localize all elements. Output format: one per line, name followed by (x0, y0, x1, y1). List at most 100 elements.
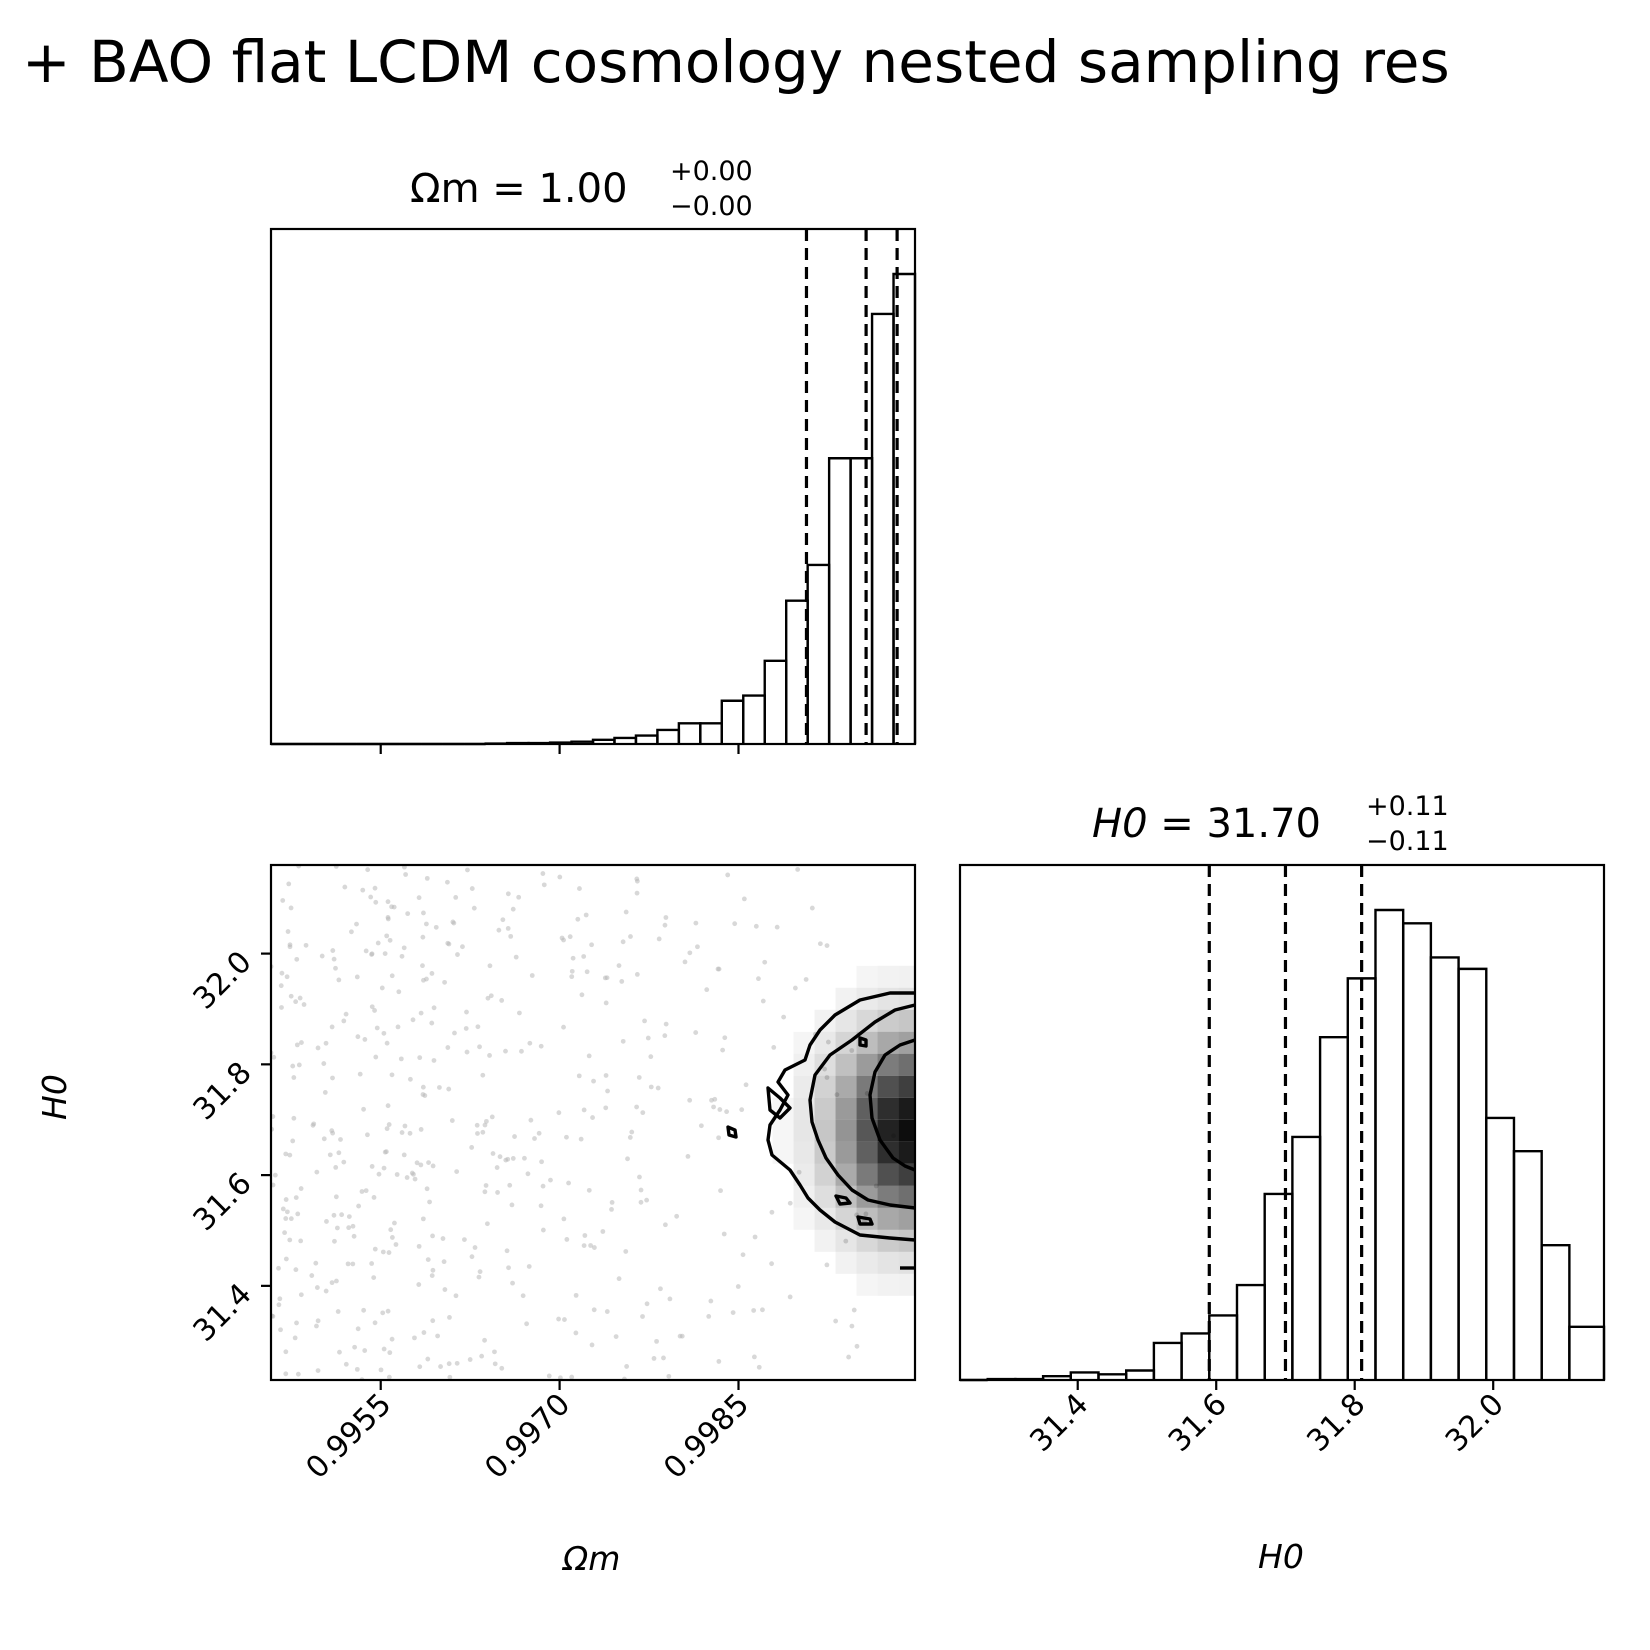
sample-point-25 (376, 1171, 382, 1177)
density-cell-91 (920, 1186, 941, 1208)
sample-point-160 (264, 969, 269, 974)
sample-point-512 (399, 953, 405, 959)
omega-m-hist-bin-18 (656, 728, 681, 744)
sample-point-84 (627, 1135, 633, 1140)
sample-point-390 (477, 1269, 483, 1275)
omega-m-title-minus: −0.00 (670, 191, 753, 222)
contour-island-left (726, 1125, 738, 1139)
sample-point-76 (475, 1131, 480, 1136)
sample-point-329 (283, 1256, 289, 1262)
sample-point-445 (620, 939, 626, 945)
density-cell-10 (793, 1185, 815, 1208)
sample-point-513 (287, 1152, 293, 1158)
omega-m-title-param: Ωm (410, 166, 480, 212)
sample-point-164 (333, 1194, 339, 1200)
sample-point-197 (751, 1354, 757, 1360)
sample-point-191 (323, 1040, 329, 1046)
sample-point-283 (586, 1053, 592, 1059)
sample-point-115 (569, 974, 575, 980)
sample-point-169 (258, 1170, 263, 1175)
density-cell-85 (920, 1054, 941, 1076)
sample-point-331 (442, 979, 447, 985)
sample-point-367 (416, 895, 422, 901)
sample-point-108 (265, 1361, 270, 1366)
sample-point-483 (401, 1152, 407, 1158)
sample-point-519 (386, 1250, 392, 1255)
omega-m-hist-bin-21 (720, 699, 745, 744)
sample-point-372 (774, 924, 780, 930)
sample-point-440 (351, 1233, 357, 1239)
sample-point-195 (566, 1180, 571, 1186)
sample-point-106 (796, 1169, 802, 1175)
sample-point-221 (418, 1010, 424, 1016)
sample-point-335 (751, 1308, 757, 1313)
sample-point-117 (435, 1333, 440, 1339)
sample-point-323 (720, 1047, 726, 1053)
sample-point-207 (477, 1044, 482, 1050)
sample-point-410 (385, 915, 391, 920)
sample-point-392 (854, 1343, 860, 1349)
h0-hist-bin-10 (1235, 1283, 1266, 1380)
sample-point-231 (637, 1174, 642, 1180)
two-d-ytick-label-0: 31.4 (187, 1277, 259, 1349)
sample-point-124 (623, 909, 629, 915)
sample-point-146 (333, 965, 338, 971)
density-cell-13 (814, 1031, 836, 1054)
sample-point-178 (393, 1242, 399, 1247)
sample-point-259 (288, 1216, 294, 1222)
sample-point-293 (294, 956, 300, 962)
sample-point-330 (297, 995, 303, 1001)
sample-point-504 (336, 1150, 342, 1156)
density-cell-29 (835, 1119, 857, 1142)
sample-point-340 (276, 1265, 281, 1271)
sample-point-228 (293, 1267, 299, 1273)
sample-point-361 (442, 1287, 448, 1292)
sample-point-359 (472, 1245, 478, 1250)
density-cell-54 (877, 1031, 899, 1054)
sample-point-15 (323, 1288, 329, 1294)
h0-title-eq: = (1160, 801, 1206, 847)
h0-hist-bin-20 (1512, 1149, 1543, 1380)
sample-point-224 (589, 1342, 595, 1348)
sample-point-494 (396, 989, 402, 995)
sample-point-448 (504, 1248, 510, 1254)
sample-point-292 (465, 867, 470, 873)
density-cell-93 (920, 1230, 941, 1252)
density-cell-1 (773, 1120, 794, 1142)
sample-point-290 (464, 1009, 469, 1015)
sample-point-289 (382, 951, 388, 956)
sample-point-377 (294, 1320, 299, 1326)
density-cell-52 (877, 987, 899, 1010)
density-cell-49 (856, 1251, 878, 1274)
sample-point-451 (421, 910, 426, 916)
sample-point-48 (648, 1084, 654, 1090)
sample-point-170 (492, 1349, 497, 1355)
sample-point-63 (395, 1024, 401, 1030)
two-d-xtick-label-2: 0.9985 (657, 1387, 756, 1486)
sample-point-161 (363, 948, 369, 954)
density-cell-71 (898, 1075, 915, 1098)
sample-point-237 (416, 1243, 422, 1249)
density-cell-17 (814, 1119, 836, 1142)
two-d-panel-frame (269, 863, 917, 1382)
h0-hist-xtick-label-1: 31.6 (1162, 1387, 1234, 1459)
sample-point-402 (575, 916, 581, 922)
sample-point-190 (642, 1018, 647, 1024)
sample-point-133 (474, 1122, 480, 1128)
sample-point-397 (760, 998, 766, 1004)
h0-hist-bin-11 (1263, 1192, 1294, 1380)
sample-point-304 (638, 1199, 644, 1205)
sample-point-312 (693, 1030, 699, 1035)
sample-point-324 (278, 983, 284, 989)
sample-point-245 (524, 1321, 530, 1327)
sample-point-413 (579, 992, 585, 998)
sample-point-145 (795, 867, 801, 872)
sample-point-422 (644, 1301, 650, 1307)
sample-point-411 (605, 1088, 610, 1094)
density-cell-60 (877, 1163, 899, 1186)
sample-point-248 (447, 1374, 453, 1380)
density-cell-87 (920, 1098, 941, 1120)
sample-point-358 (824, 1262, 830, 1268)
sample-point-403 (476, 1274, 482, 1280)
h0-hist-bin-19 (1485, 1116, 1516, 1380)
